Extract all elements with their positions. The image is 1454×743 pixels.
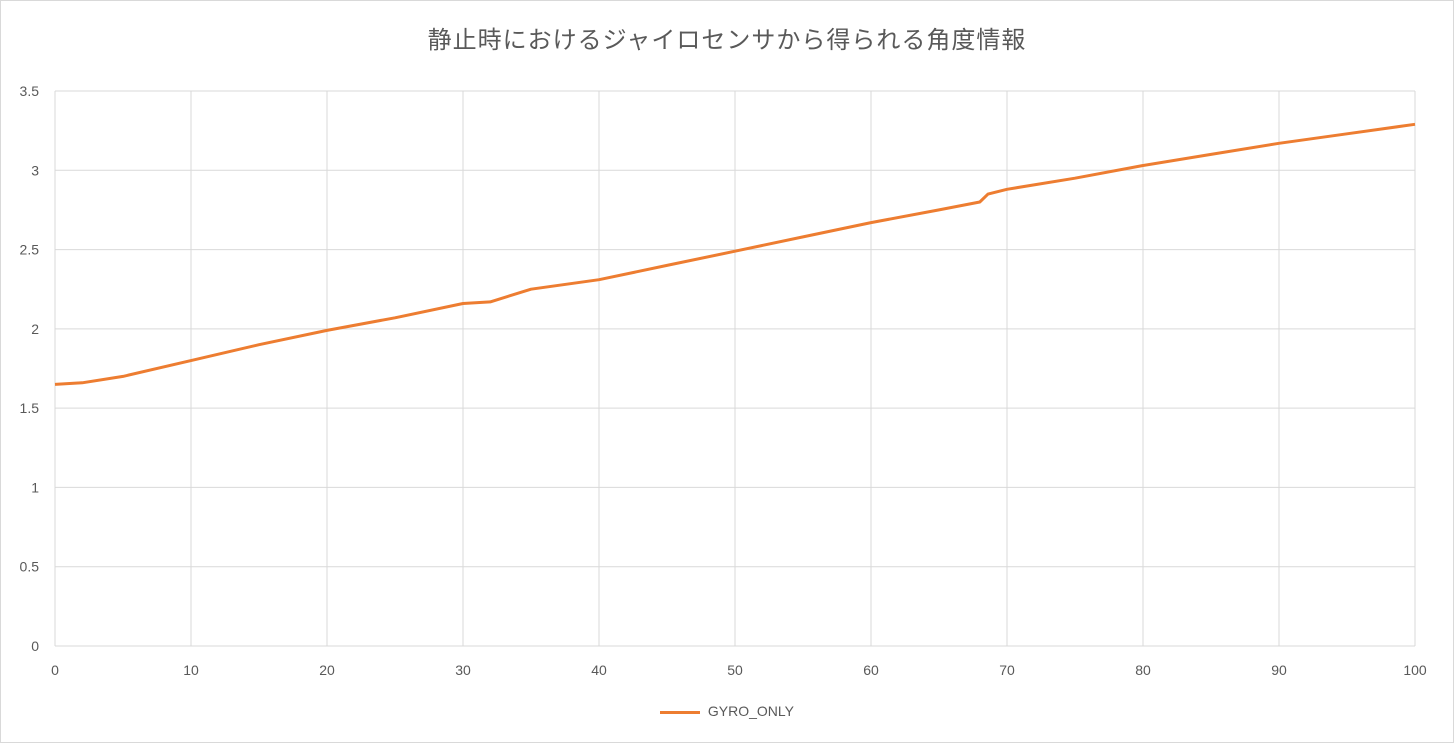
series-group [54,122,1416,386]
legend-label: GYRO_ONLY [707,703,794,719]
series-line-gyro-only [54,122,1416,386]
x-tick-label: 20 [319,662,335,678]
y-tick-label: 1.5 [20,400,40,416]
x-tick-label: 100 [1403,662,1427,678]
y-tick-label: 1 [31,479,39,495]
y-tick-label: 3 [31,162,39,178]
y-tick-label: 0.5 [20,559,40,575]
legend-swatch [660,710,700,714]
legend: GYRO_ONLY [0,703,1454,719]
x-axis-tick-labels: 0 10 20 30 40 50 60 70 80 90 100 [51,662,1427,678]
y-tick-label: 2.5 [20,242,40,258]
x-tick-label: 0 [51,662,59,678]
y-tick-label: 2 [31,321,39,337]
x-tick-label: 50 [727,662,743,678]
x-tick-label: 70 [999,662,1015,678]
x-tick-label: 60 [863,662,879,678]
y-axis-tick-labels: 0 0.5 1 1.5 2 2.5 3 3.5 [20,83,40,654]
y-tick-label: 0 [31,638,39,654]
x-tick-label: 90 [1271,662,1287,678]
chart-title: 静止時におけるジャイロセンサから得られる角度情報 [427,26,1027,54]
gridlines [54,90,1416,647]
x-tick-label: 30 [455,662,471,678]
x-tick-label: 40 [591,662,607,678]
x-tick-label: 10 [183,662,199,678]
y-tick-label: 3.5 [20,83,40,99]
x-tick-label: 80 [1135,662,1151,678]
